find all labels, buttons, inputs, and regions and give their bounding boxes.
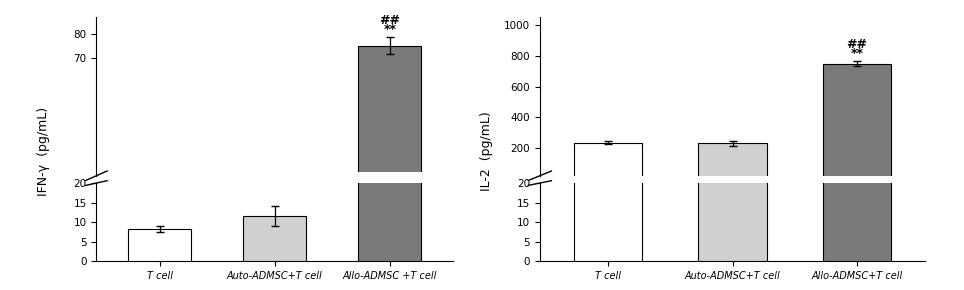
Bar: [699, 0, 766, 261]
Text: ##: ##: [379, 14, 400, 27]
Bar: [243, 216, 307, 261]
Text: ##: ##: [846, 38, 868, 51]
Bar: [574, 0, 642, 261]
Bar: [574, 175, 643, 176]
Bar: [823, 0, 892, 261]
Text: IL-2  (pg/mL): IL-2 (pg/mL): [480, 111, 494, 191]
Bar: [243, 196, 307, 223]
Bar: [358, 172, 422, 177]
Text: **: **: [384, 23, 396, 36]
Bar: [359, 0, 421, 261]
Bar: [698, 175, 767, 176]
Bar: [574, 143, 642, 179]
Bar: [359, 46, 421, 223]
Bar: [822, 175, 892, 176]
Bar: [128, 229, 191, 261]
Text: IFN-γ  (pg/mL): IFN-γ (pg/mL): [37, 107, 50, 196]
Bar: [823, 64, 892, 179]
Text: **: **: [850, 47, 864, 60]
Bar: [699, 144, 766, 179]
Bar: [128, 204, 191, 223]
